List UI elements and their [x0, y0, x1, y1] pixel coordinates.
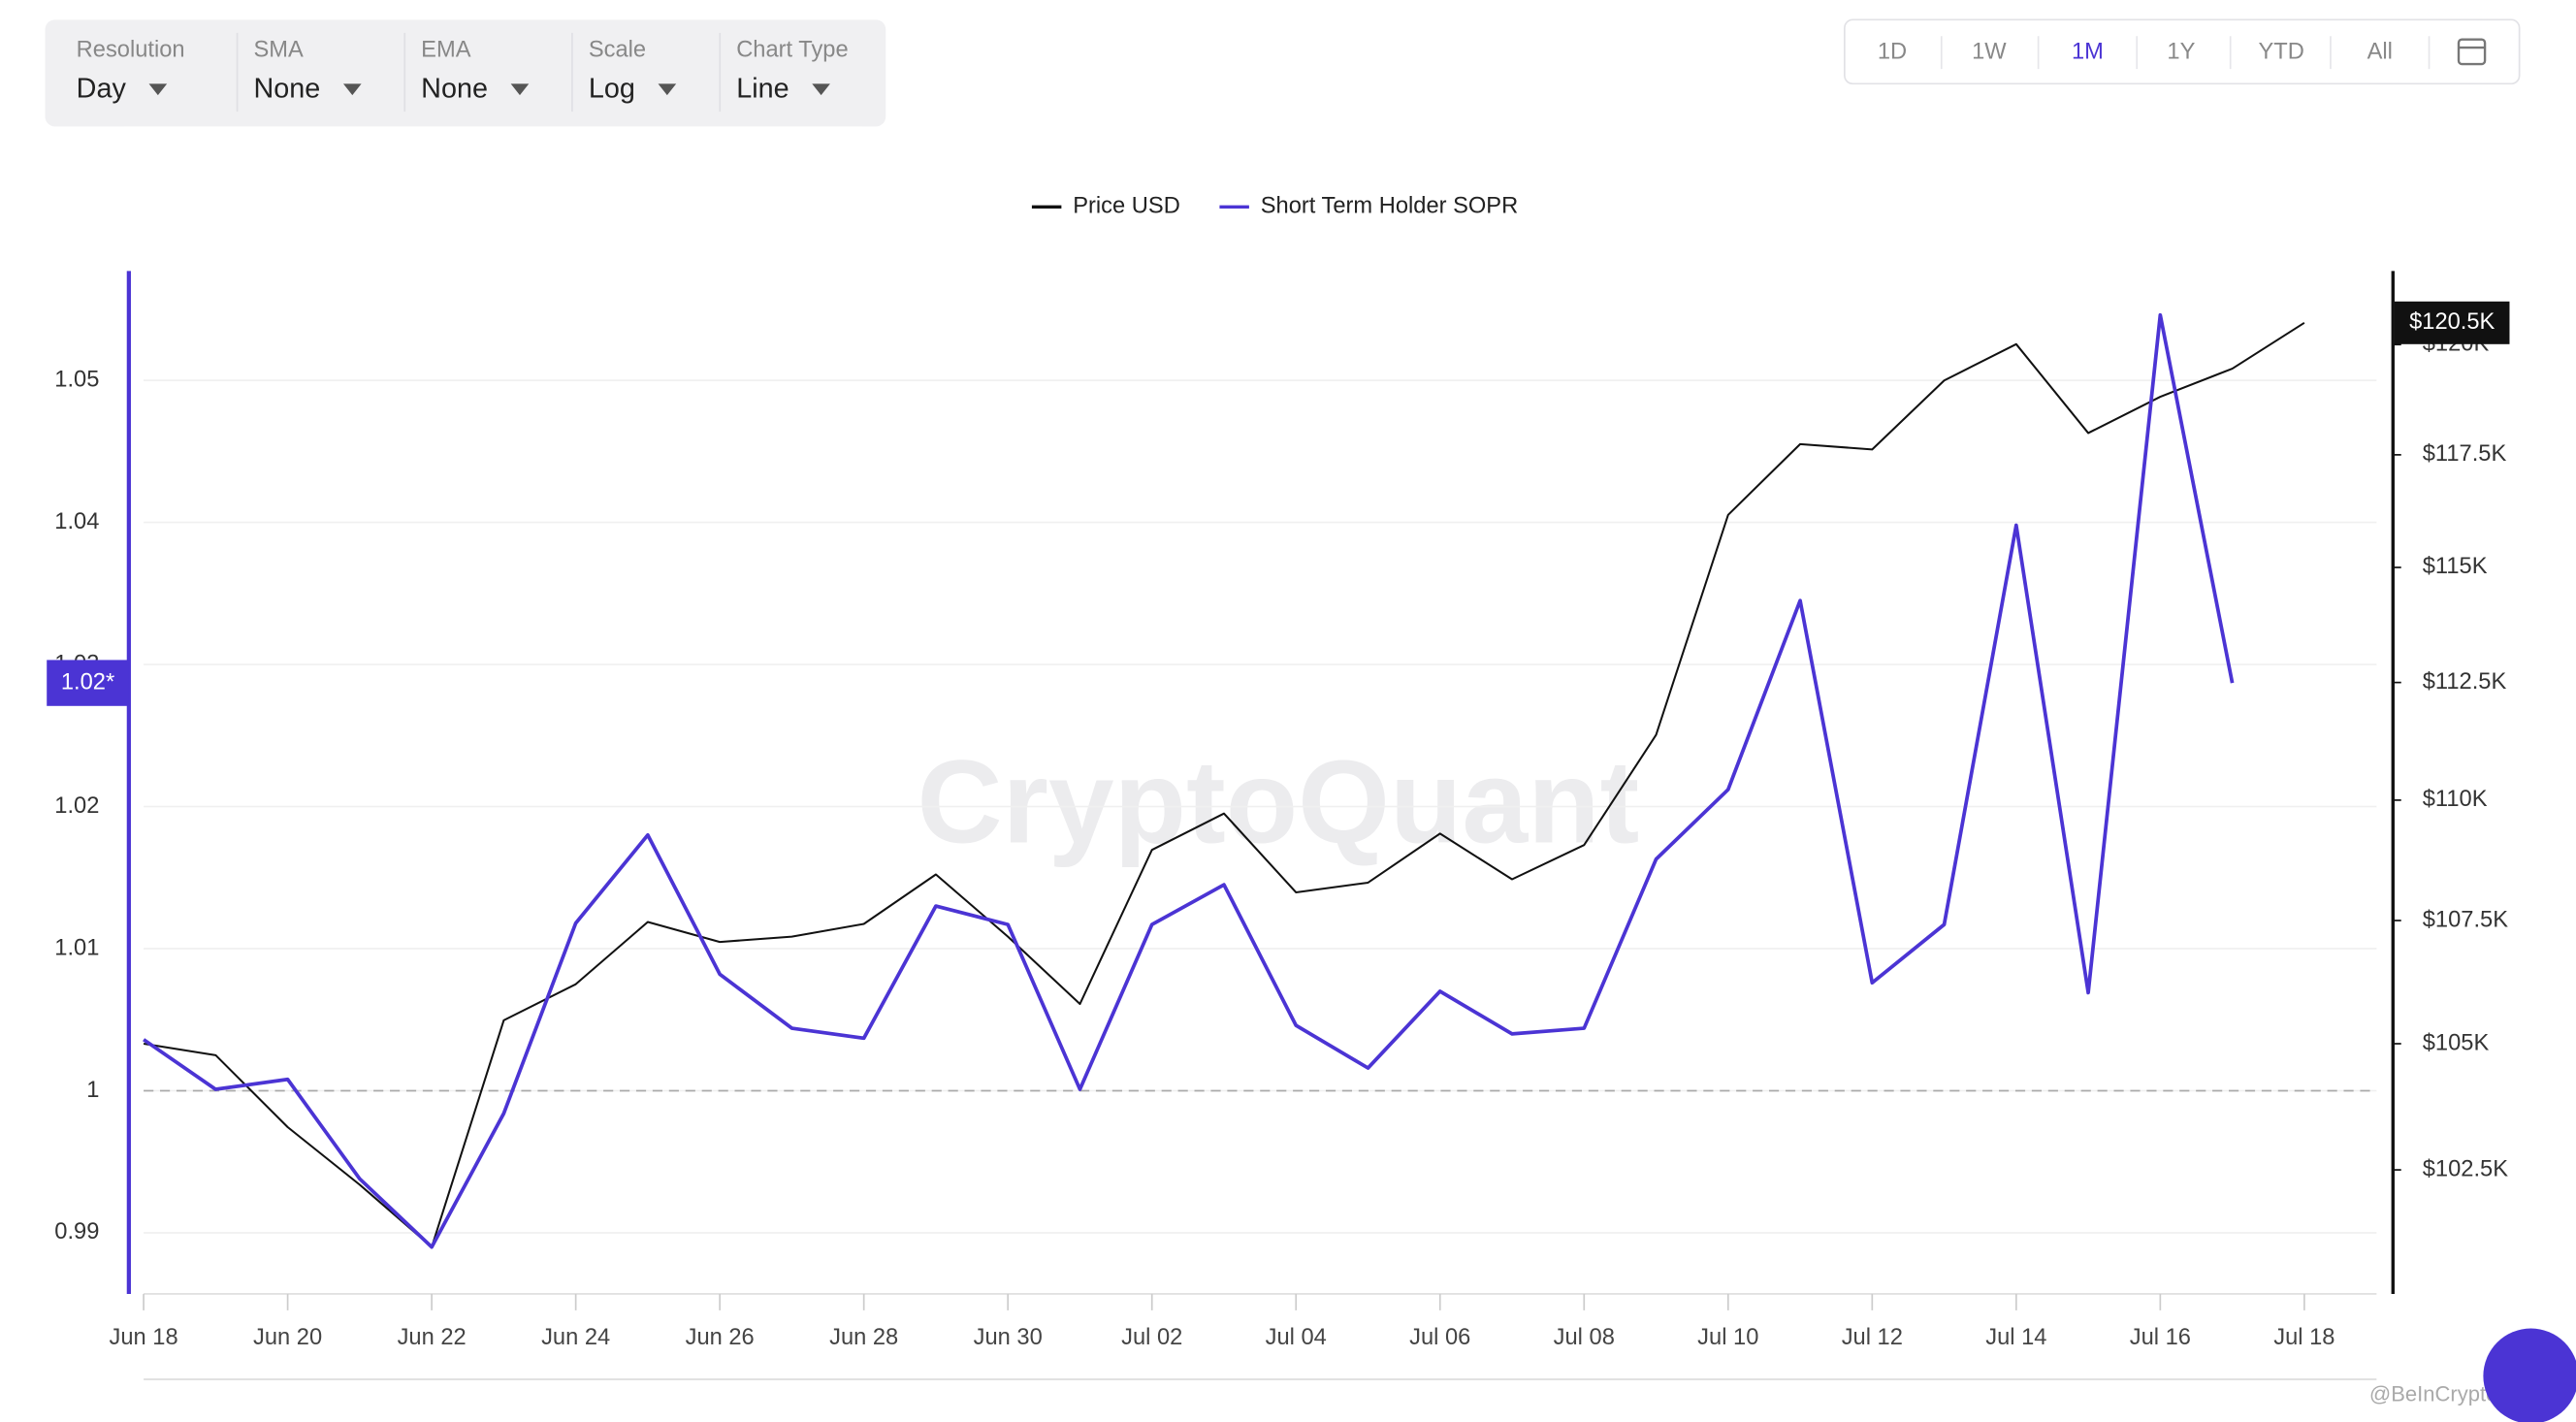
- y-tick-label: 1.01: [54, 935, 99, 960]
- dropdown-label[interactable]: SMA: [254, 38, 305, 63]
- range-button[interactable]: 1Y: [2167, 39, 2195, 64]
- y2-tick-label: $102.5K: [2423, 1156, 2508, 1181]
- y-tick-label: 1.04: [54, 509, 99, 534]
- x-tick-label: Jul 04: [1266, 1325, 1327, 1350]
- dropdown-label[interactable]: Scale: [589, 38, 646, 63]
- dropdown-label[interactable]: Resolution: [77, 38, 185, 63]
- x-tick-label: Jul 06: [1409, 1325, 1470, 1350]
- series-line: [143, 312, 2235, 1249]
- dropdown-caret: [812, 83, 830, 96]
- x-tick-label: Jul 16: [2130, 1325, 2191, 1350]
- x-tick-label: Jun 24: [541, 1325, 610, 1350]
- x-tick-label: Jun 28: [829, 1325, 898, 1350]
- y2-tick-label: $117.5K: [2423, 441, 2507, 467]
- x-tick-label: Jul 12: [1842, 1325, 1903, 1350]
- x-tick-label: Jul 14: [1985, 1325, 2046, 1350]
- y-tick-label: 1.05: [54, 367, 99, 392]
- dropdown-caret: [510, 83, 530, 96]
- dropdown-value[interactable]: Log: [589, 74, 635, 105]
- dropdown-label[interactable]: Chart Type: [736, 38, 848, 63]
- x-tick-label: Jun 26: [686, 1325, 755, 1350]
- dropdown-value[interactable]: None: [421, 74, 488, 105]
- toolbar-panel: [45, 19, 886, 127]
- x-tick-label: Jun 18: [110, 1325, 178, 1350]
- y2-tick-label: $115K: [2423, 554, 2488, 579]
- sopr-badge-box: [47, 660, 129, 706]
- dropdown-caret: [658, 83, 677, 96]
- x-tick-label: Jul 08: [1554, 1325, 1615, 1350]
- calendar-box: [2457, 38, 2487, 66]
- y-tick-label: 0.99: [54, 1219, 99, 1244]
- price-badge-box: [2394, 301, 2510, 344]
- series-line: [143, 321, 2305, 1248]
- y2-tick-label: $110K: [2423, 787, 2488, 812]
- y-tick-label: 1.02: [54, 793, 99, 819]
- range-panel: [1844, 18, 2521, 85]
- x-tick-label: Jul 10: [1697, 1325, 1758, 1350]
- x-tick-label: Jun 30: [974, 1325, 1043, 1350]
- sopr-badge: 1.02*: [61, 669, 114, 695]
- legend-label[interactable]: Short Term Holder SOPR: [1261, 194, 1518, 219]
- dropdown-caret: [148, 83, 168, 96]
- dropdown-value[interactable]: Line: [736, 74, 789, 105]
- x-tick-label: Jul 18: [2273, 1325, 2334, 1350]
- x-tick-label: Jul 02: [1121, 1325, 1182, 1350]
- range-button[interactable]: 1M: [2072, 39, 2104, 64]
- dropdown-caret: [342, 83, 362, 96]
- dropdown-value[interactable]: Day: [77, 74, 127, 105]
- dropdown-label[interactable]: EMA: [421, 38, 471, 63]
- x-tick-label: Jun 22: [398, 1325, 467, 1350]
- range-button[interactable]: 1W: [1972, 39, 2007, 64]
- calendar-icon[interactable]: [2457, 38, 2487, 66]
- x-tick-label: Jun 20: [253, 1325, 322, 1350]
- dropdown-value[interactable]: None: [254, 74, 321, 105]
- legend-label[interactable]: Price USD: [1073, 194, 1180, 219]
- chat-button[interactable]: [2483, 1328, 2576, 1422]
- range-button[interactable]: YTD: [2258, 39, 2303, 64]
- y-tick-label: 1: [86, 1078, 99, 1103]
- range-button[interactable]: 1D: [1878, 39, 1907, 64]
- y2-tick-label: $107.5K: [2423, 907, 2508, 932]
- watermark: CryptoQuant: [917, 735, 1639, 867]
- price-badge: $120.5K: [2409, 309, 2495, 335]
- y2-tick-label: $112.5K: [2423, 669, 2507, 695]
- range-button[interactable]: All: [2367, 39, 2393, 64]
- y2-tick-label: $105K: [2423, 1030, 2490, 1055]
